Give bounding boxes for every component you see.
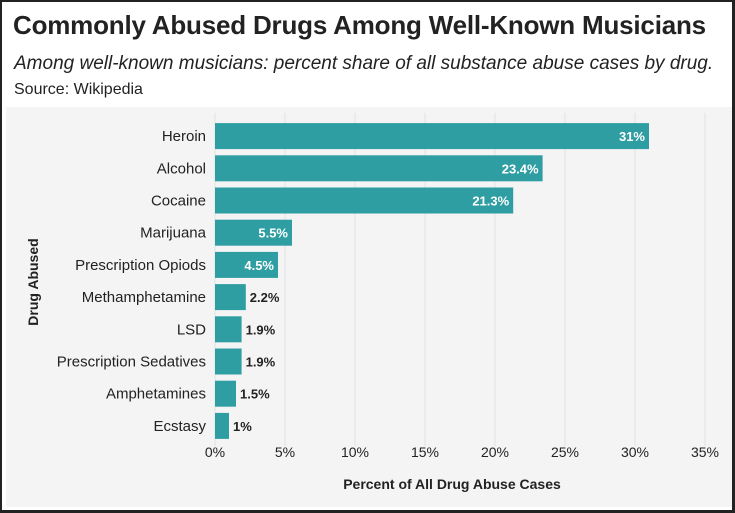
x-tick-label: 10% [341, 444, 369, 460]
data-label: 23.4% [502, 161, 539, 176]
chart-source: Source: Wikipedia [14, 81, 143, 98]
bar [215, 219, 292, 246]
chart-title: Commonly Abused Drugs Among Well-Known M… [13, 10, 706, 40]
bar [215, 284, 246, 311]
x-tick-label: 35% [691, 444, 719, 460]
bar-chart: 0% 5% 10% 15% 20% 25% 30% 35% Heroin 31% Alcohol 23… [25, 113, 719, 492]
bar [215, 155, 543, 182]
data-label: 1% [233, 419, 252, 434]
category-label: Cocaine [151, 193, 206, 210]
category-label: Prescription Opiods [75, 257, 206, 274]
data-label: 5.5% [258, 226, 288, 241]
x-tick-label: 25% [551, 444, 579, 460]
x-tick-label: 15% [411, 444, 439, 460]
y-axis-title: Drug Abused [25, 238, 41, 325]
bar [215, 251, 278, 278]
bar [215, 187, 514, 214]
x-tick-label: 30% [621, 444, 649, 460]
bar [215, 380, 236, 407]
data-label: 31% [619, 129, 645, 144]
category-label: Methamphetamine [82, 289, 206, 306]
data-label: 1.9% [246, 322, 276, 337]
category-label: Alcohol [157, 160, 206, 177]
x-tick-label: 0% [205, 444, 225, 460]
chart-subtitle: Among well-known musicians: percent shar… [14, 53, 714, 74]
category-label: Marijuana [140, 225, 207, 242]
plot-panel: 0% 5% 10% 15% 20% 25% 30% 35% Heroin 31% Alcohol 23… [6, 107, 732, 507]
bar [215, 412, 229, 439]
x-tick-label: 5% [275, 444, 295, 460]
x-tick-label: 20% [481, 444, 509, 460]
data-label: 1.5% [240, 387, 270, 402]
data-label: 2.2% [250, 290, 280, 305]
data-label: 1.9% [246, 355, 276, 370]
bar [215, 316, 242, 343]
category-label: Prescription Sedatives [57, 354, 206, 371]
category-label: LSD [177, 321, 206, 338]
category-label: Ecstasy [153, 418, 206, 435]
category-label: Heroin [162, 128, 206, 145]
bar [215, 123, 649, 150]
bar [215, 348, 242, 375]
category-label: Amphetamines [106, 386, 206, 403]
data-label: 21.3% [472, 194, 509, 209]
x-axis-title: Percent of All Drug Abuse Cases [343, 476, 561, 492]
data-label: 4.5% [244, 258, 274, 273]
